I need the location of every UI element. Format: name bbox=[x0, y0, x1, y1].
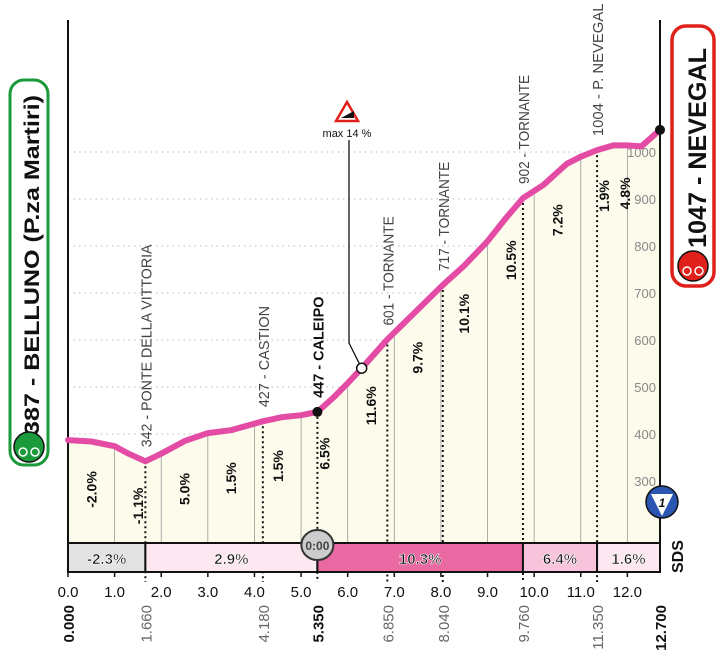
distance-label: 9.760 bbox=[516, 605, 533, 643]
caleipo-point bbox=[312, 406, 323, 417]
x-axis: 0.0 1.0 2.0 3.0 4.0 5.0 6.0 7.0 8.0 9.0 10.0 11.0 12… bbox=[58, 571, 670, 651]
finish-point bbox=[655, 124, 665, 135]
timing-label: 0:00 bbox=[305, 539, 329, 553]
x-tick-label: 8.0 bbox=[430, 584, 451, 601]
x-tick-label: 6.0 bbox=[337, 584, 358, 601]
start-wheel-icon bbox=[30, 447, 40, 457]
distance-label: 4.180 bbox=[256, 605, 273, 643]
waypoint-label: 1004 - P. NEVEGAL bbox=[590, 4, 607, 137]
km-gradient-label: 1.5% bbox=[270, 450, 286, 482]
y-tick-label: 700 bbox=[634, 286, 656, 301]
gradient-summary-bar: -2.3% 2.9% 10.3% 6.4% 1.6% bbox=[67, 542, 661, 573]
km-gradient-label: 5.0% bbox=[177, 473, 193, 505]
sds-label: SDS bbox=[670, 540, 687, 573]
km-gradient-label: 4.8% bbox=[617, 177, 633, 209]
x-tick-label: 2.0 bbox=[151, 584, 172, 601]
distance-label: 5.350 bbox=[310, 605, 327, 643]
gradient-segment bbox=[144, 542, 319, 573]
sprint-triangle-icon bbox=[651, 494, 673, 516]
y-tick-label: 500 bbox=[634, 380, 656, 395]
gradient-segment bbox=[596, 542, 661, 573]
distance-label: 1.660 bbox=[138, 605, 155, 643]
distance-label: 11.350 bbox=[590, 605, 607, 650]
km-gradient-label: 6.5% bbox=[316, 437, 332, 469]
waypoint-label: 601 - TORNANTE bbox=[380, 216, 397, 325]
start-badge bbox=[8, 78, 50, 467]
x-tick-label: 5.0 bbox=[291, 584, 312, 601]
finish-badge bbox=[670, 24, 716, 288]
finish-wheel-icon bbox=[682, 266, 692, 276]
gradient-segment-label: -2.3% bbox=[87, 551, 126, 568]
max-gradient-icon bbox=[333, 99, 361, 123]
km-gradient-label: 1.9% bbox=[596, 180, 612, 212]
annotations: max 14 % 0:00 1 SDS 387 - BELLUNO (P.za Mart… bbox=[8, 24, 716, 573]
x-tick-label: 12.0 bbox=[613, 584, 642, 601]
waypoint-label: 717 - TORNANTE bbox=[436, 162, 453, 271]
y-tick-label: 400 bbox=[634, 427, 656, 442]
gradient-segment-label: 6.4% bbox=[543, 551, 577, 568]
x-tick-label: 11.0 bbox=[567, 584, 595, 601]
finish-cyclist-icon bbox=[677, 250, 709, 282]
y-tick-label: 800 bbox=[634, 239, 656, 254]
waypoint-label: 342 - PONTE DELLA VITTORIA bbox=[138, 244, 155, 447]
gradient-segment-label: 10.3% bbox=[399, 551, 442, 568]
gradient-labels: -2.0% -1.1% 5.0% 1.5% 1.5% 6.5% 11.6% 9.7% 10.1%… bbox=[83, 177, 633, 524]
waypoint-label: 447 - CALEIPO bbox=[310, 296, 327, 398]
x-tick-label: 7.0 bbox=[384, 584, 405, 601]
finish-label: 1047 - NEVEGAL bbox=[684, 48, 712, 248]
max-gradient-label: max 14 % bbox=[323, 128, 372, 140]
km-gradient-label: 7.2% bbox=[549, 204, 565, 236]
sprint-icon-label: 1 bbox=[659, 496, 666, 510]
gradient-segment bbox=[67, 542, 147, 573]
max-gradient-point bbox=[355, 362, 368, 374]
x-tick-label: 10.0 bbox=[520, 584, 549, 601]
x-tick-label: 3.0 bbox=[197, 584, 218, 601]
km-lines bbox=[67, 20, 661, 572]
waypoint-label: 427 - CASTION bbox=[256, 306, 273, 407]
start-label: 387 - BELLUNO (P.za Martiri) bbox=[21, 95, 44, 435]
y-tick-label: 900 bbox=[634, 192, 656, 207]
start-wheel-icon bbox=[18, 447, 28, 457]
x-tick-label: 1.0 bbox=[104, 584, 125, 601]
max-gradient-leader bbox=[348, 140, 363, 369]
waypoint-label: 902 - TORNANTE bbox=[516, 75, 533, 184]
km-gradient-label: -2.0% bbox=[83, 471, 99, 508]
distance-label: 6.850 bbox=[380, 605, 397, 643]
distance-label: 12.700 bbox=[653, 605, 670, 651]
gradient-segment-label: 2.9% bbox=[214, 551, 248, 568]
km-gradient-label: -1.1% bbox=[130, 487, 146, 524]
slope-glyph-icon bbox=[341, 111, 354, 118]
y-tick-label: 600 bbox=[634, 333, 656, 348]
x-tick-label: 0.0 bbox=[58, 584, 79, 601]
profile-fill bbox=[68, 129, 660, 543]
profile-area bbox=[68, 129, 660, 543]
finish-wheel-icon bbox=[694, 266, 704, 276]
km-gradient-label: 10.5% bbox=[503, 240, 519, 280]
km-gradient-label: 1.5% bbox=[223, 462, 239, 494]
x-tick-label: 4.0 bbox=[244, 584, 265, 601]
km-gradient-label: 9.7% bbox=[410, 341, 426, 373]
km-gradient-label: 11.6% bbox=[363, 386, 379, 425]
gradient-segment-label: 1.6% bbox=[611, 551, 645, 568]
waypoints: 342 - PONTE DELLA VITTORIA 427 - CASTION 4… bbox=[138, 4, 607, 582]
km-gradient-label: 10.1% bbox=[456, 293, 472, 333]
y-tick-label: 300 bbox=[634, 474, 656, 489]
distance-label: 0.000 bbox=[61, 605, 78, 643]
x-tick-label: 9.0 bbox=[477, 584, 498, 601]
distance-label: 8.040 bbox=[436, 605, 453, 643]
start-cyclist-icon bbox=[13, 431, 45, 463]
stopwatch-icon bbox=[300, 529, 335, 561]
